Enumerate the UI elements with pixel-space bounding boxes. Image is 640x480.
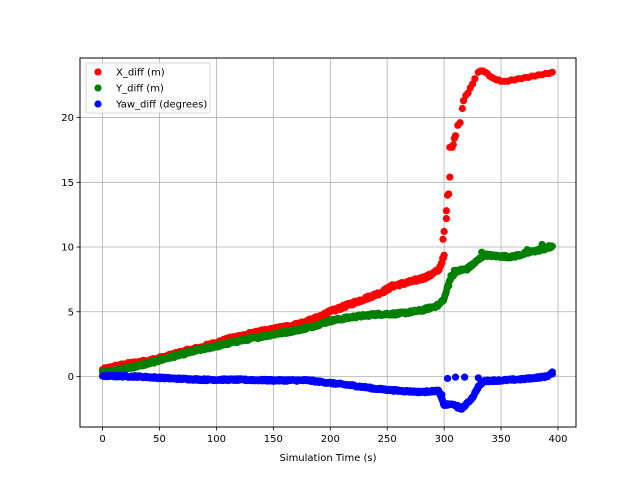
legend-marker [94, 68, 102, 76]
data-point [445, 190, 453, 198]
y-tick-label: 20 [61, 113, 74, 124]
y-tick-label: 10 [61, 243, 74, 254]
data-point [456, 119, 464, 127]
x-tick-label: 250 [378, 434, 397, 445]
data-point [439, 235, 447, 243]
data-point [538, 240, 546, 249]
data-point [548, 368, 556, 376]
x-tick-label: 0 [99, 434, 105, 445]
legend-marker [94, 84, 102, 92]
data-point [461, 373, 469, 381]
data-point [451, 132, 460, 140]
data-point [447, 271, 455, 280]
data-point [454, 404, 462, 412]
data-point [440, 227, 448, 236]
axis-ticks: 0 50 100 150 200 250 300 350 400 0 5 10 15 20 [61, 113, 567, 445]
x-axis-label: Simulation Time (s) [279, 453, 376, 464]
data-point [471, 75, 479, 83]
y-tick-label: 0 [68, 372, 74, 383]
data-point [548, 68, 556, 76]
legend: X_diff (m) Y_diff (m) Yaw_diff (degrees) [85, 62, 211, 114]
x-tick-label: 200 [321, 434, 340, 445]
legend-label: X_diff (m) [116, 68, 165, 79]
data-point [442, 214, 451, 223]
data-point [469, 261, 477, 269]
x-tick-label: 300 [435, 434, 454, 445]
series-group-1 [98, 240, 556, 377]
data-point [443, 374, 452, 383]
y-tick-label: 15 [61, 178, 74, 189]
data-point [523, 246, 531, 254]
data-point [461, 402, 469, 410]
data-point [445, 282, 453, 290]
data-point [446, 173, 454, 181]
data-point [478, 248, 486, 256]
data-point [458, 104, 466, 113]
legend-box [85, 62, 211, 114]
x-tick-label: 150 [264, 434, 283, 445]
x-tick-label: 100 [207, 434, 226, 445]
data-point [451, 373, 460, 381]
data-points [98, 67, 556, 413]
data-point [449, 141, 457, 149]
data-point [545, 242, 553, 250]
data-point [438, 391, 446, 399]
data-point [474, 374, 482, 382]
legend-label: Yaw_diff (degrees) [115, 100, 207, 111]
legend-label: Y_diff (m) [115, 84, 164, 95]
data-point [457, 265, 465, 273]
data-point [440, 251, 448, 259]
legend-marker [94, 100, 102, 108]
x-tick-label: 400 [548, 434, 567, 445]
series-group-2 [98, 368, 556, 413]
data-point [442, 207, 451, 215]
x-tick-label: 50 [153, 434, 166, 445]
plot-frame [79, 57, 577, 428]
x-tick-label: 350 [492, 434, 511, 445]
data-point [450, 266, 458, 274]
y-tick-label: 5 [68, 307, 74, 318]
